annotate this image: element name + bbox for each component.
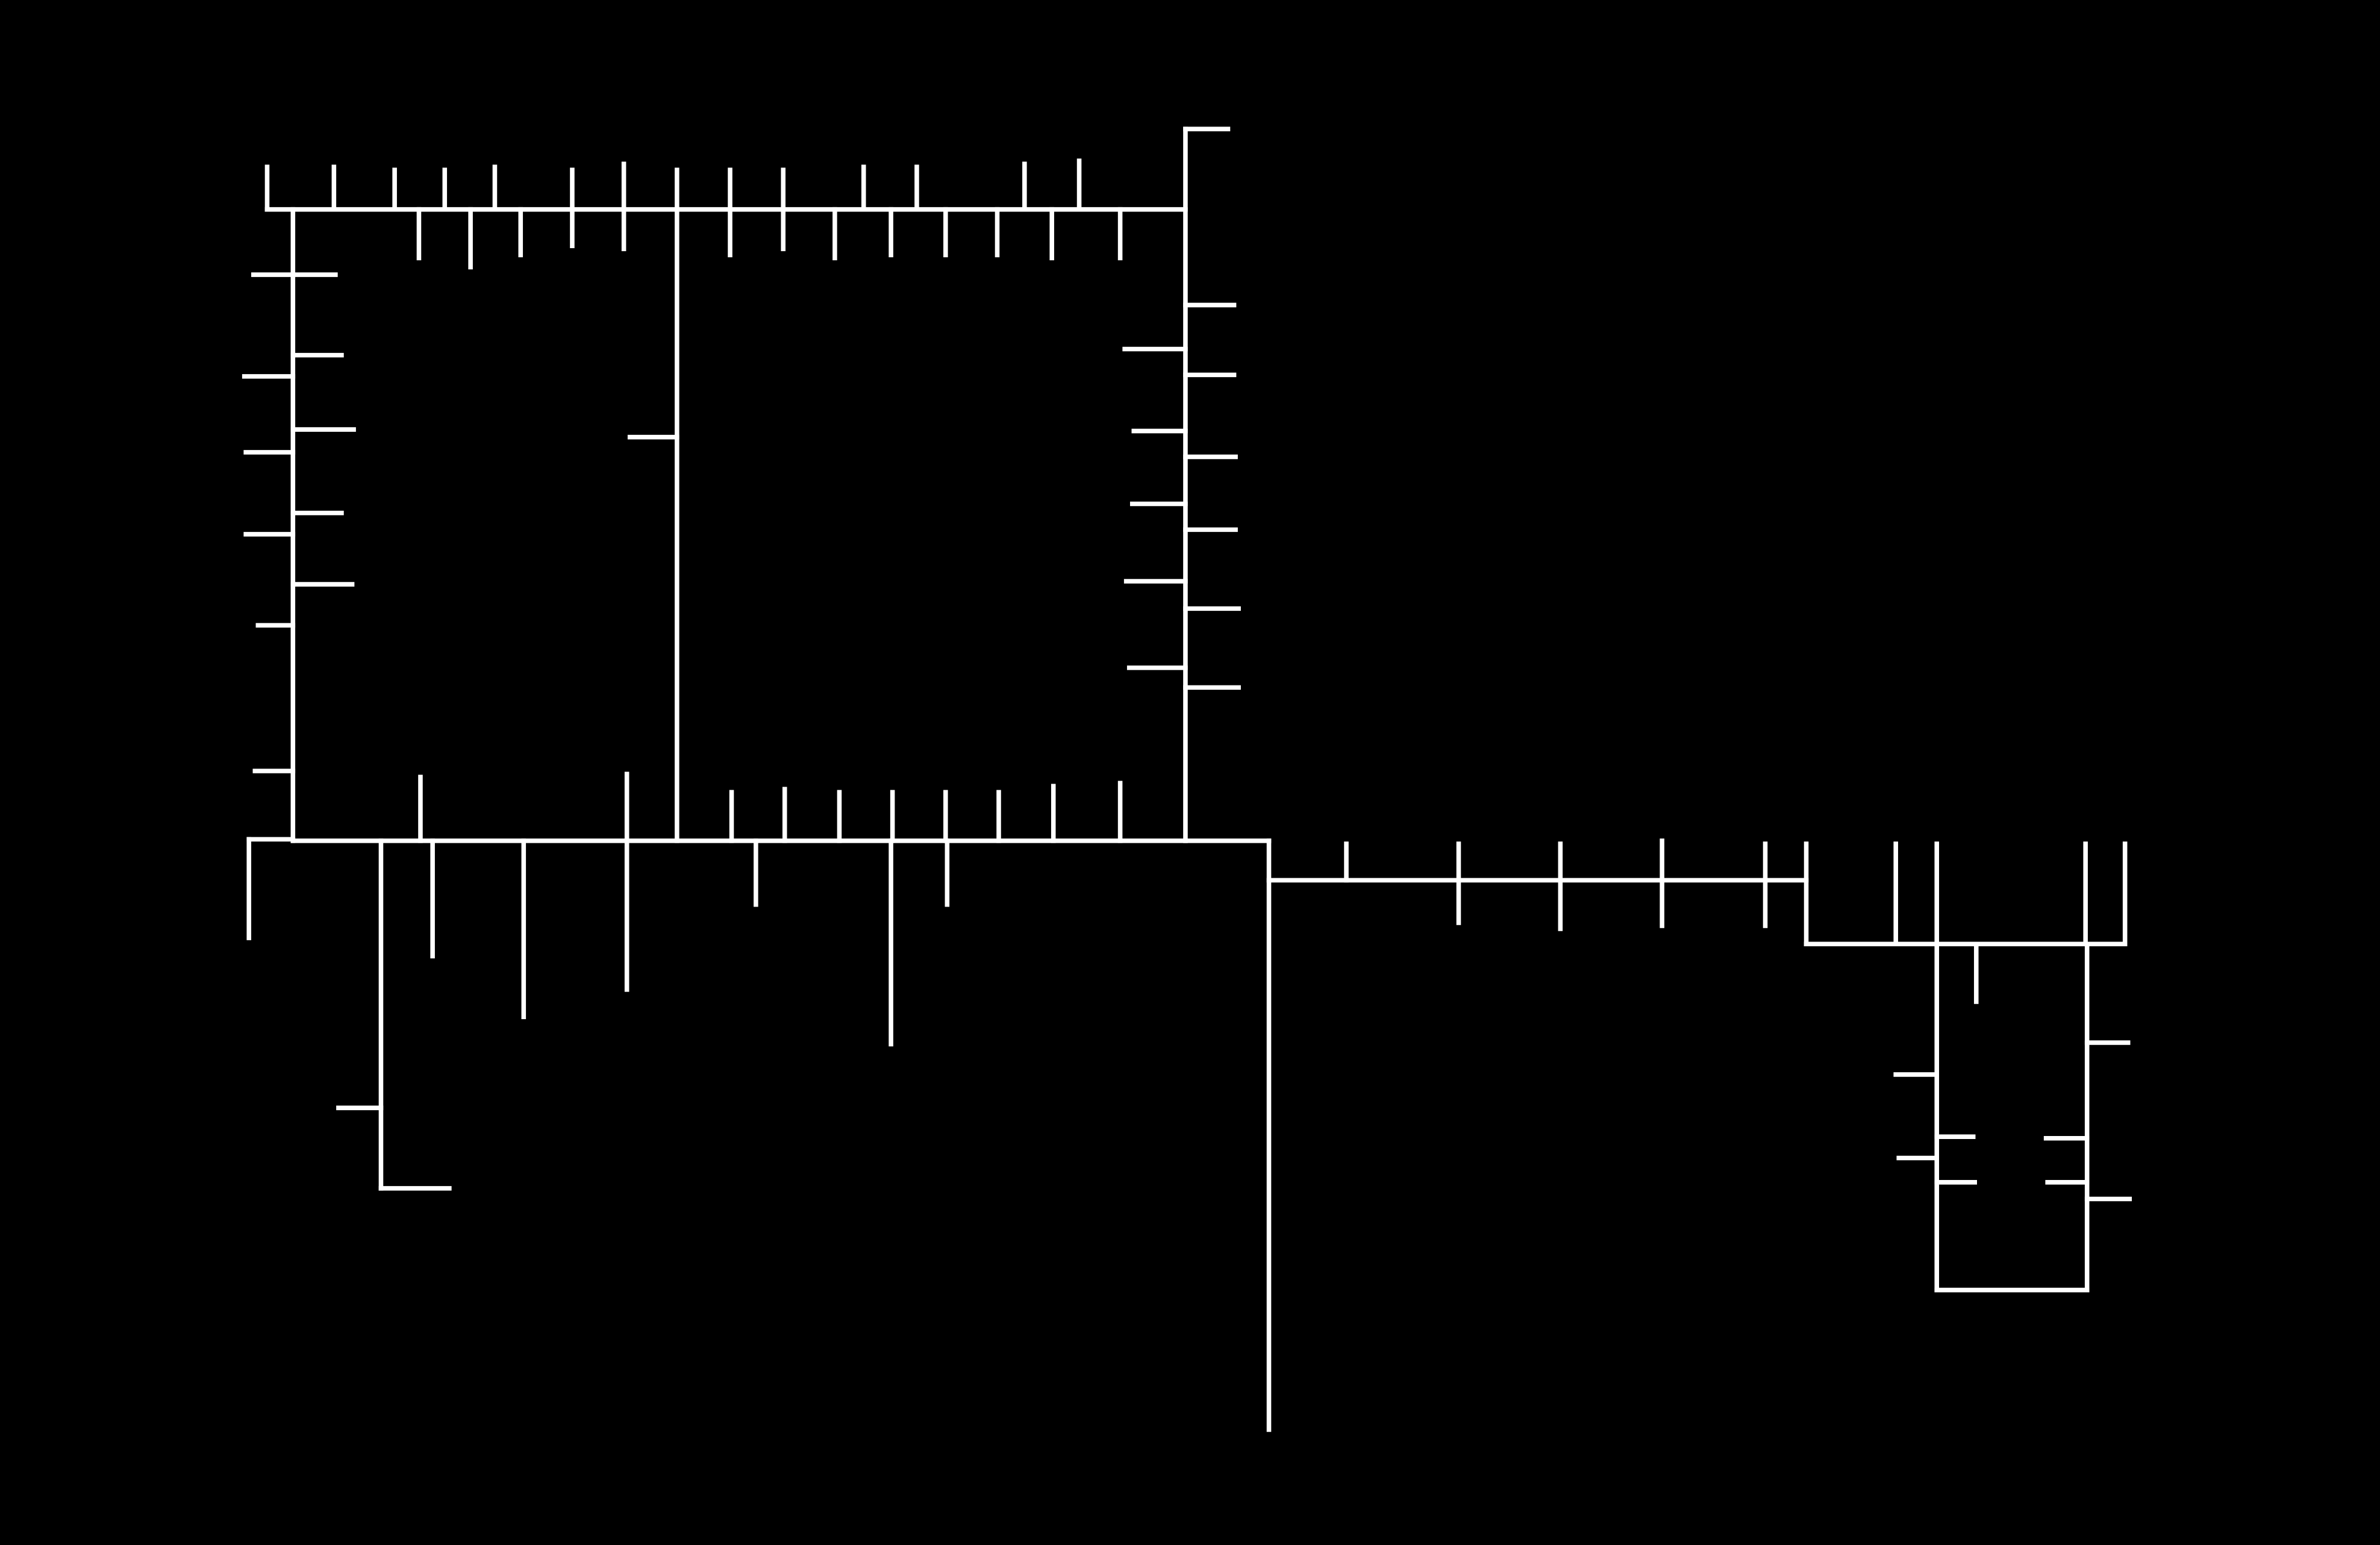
line-segments: [242, 126, 2132, 1432]
